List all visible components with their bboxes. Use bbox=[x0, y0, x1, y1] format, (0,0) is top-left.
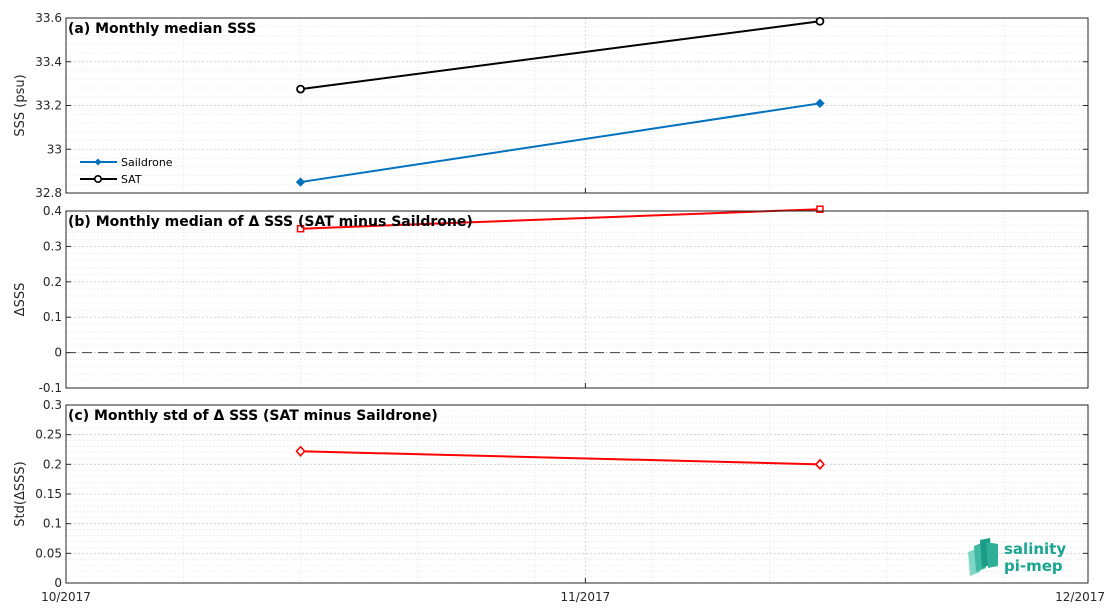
y-tick-label: 0.25 bbox=[35, 428, 62, 442]
data-point bbox=[296, 224, 305, 233]
panel-1: 32.8 33 33.2 33.4 33.6 (a) Monthly median SSS… bbox=[13, 11, 1089, 200]
data-point bbox=[815, 98, 825, 109]
series-line-sat bbox=[300, 20, 821, 91]
legend-marker bbox=[94, 175, 103, 184]
y-tick-label: -0.1 bbox=[39, 381, 62, 395]
data-point bbox=[814, 458, 826, 471]
x-axis: 10/2017 11/2017 12/2017 bbox=[41, 590, 1105, 604]
x-tick-label: 12/2017 bbox=[1055, 590, 1105, 604]
y-tick-label: 0 bbox=[54, 346, 62, 360]
y-tick-label: 0.3 bbox=[43, 398, 62, 412]
panel-title: (c) Monthly std of Δ SSS (SAT minus Sail… bbox=[68, 408, 438, 424]
series-line-2 bbox=[300, 208, 820, 230]
y-tick-label: 0.05 bbox=[35, 546, 62, 560]
legend-marker bbox=[94, 158, 102, 166]
salinity-pimep-logo: salinity pi-mep bbox=[968, 538, 1066, 576]
series-line-saildrone bbox=[300, 102, 821, 184]
y-tick-label: 0 bbox=[54, 576, 62, 590]
panel-title: (b) Monthly median of Δ SSS (SAT minus S… bbox=[68, 214, 473, 230]
series-line-3 bbox=[300, 450, 820, 466]
legend-label: SAT bbox=[121, 173, 142, 186]
y-tick-label: 0.2 bbox=[43, 457, 62, 471]
y-axis-label: ΔSSS bbox=[13, 283, 28, 317]
legend-label: Saildrone bbox=[121, 156, 173, 169]
data-point bbox=[295, 177, 306, 187]
data-point bbox=[295, 445, 306, 457]
y-tick-label: 0.4 bbox=[43, 204, 62, 218]
panel-3: 0 0.05 0.1 0.15 0.2 0.25 0.3 (c) Monthly std of… bbox=[13, 398, 1089, 590]
y-tick-label: 33 bbox=[47, 142, 62, 156]
data-point bbox=[815, 16, 825, 26]
data-point bbox=[816, 205, 824, 213]
y-tick-label: 0.1 bbox=[43, 310, 62, 324]
y-tick-label: 33.6 bbox=[35, 11, 62, 25]
logo-text-line1: salinity bbox=[1004, 540, 1066, 558]
data-point bbox=[296, 84, 305, 94]
plot-frame bbox=[65, 404, 1089, 584]
legend: Saildrone SAT bbox=[80, 156, 173, 186]
panel-2: -0.1 0 0.1 0.2 0.3 0.4 (b) Monthly median of Δ… bbox=[13, 204, 1089, 395]
plot-area bbox=[66, 211, 1088, 388]
panel-title: (a) Monthly median SSS bbox=[68, 21, 256, 37]
y-tick-label: 0.3 bbox=[43, 239, 62, 253]
x-tick-label: 11/2017 bbox=[560, 590, 610, 604]
y-axis-label: Std(ΔSSS) bbox=[13, 461, 28, 526]
y-axis-label: SSS (psu) bbox=[13, 74, 28, 136]
y-tick-label: 32.8 bbox=[35, 186, 62, 200]
y-tick-label: 0.1 bbox=[43, 517, 62, 531]
y-tick-label: 33.4 bbox=[35, 55, 62, 69]
y-tick-label: 0.15 bbox=[35, 487, 62, 501]
logo-text-line2: pi-mep bbox=[1004, 557, 1063, 575]
plot-frame bbox=[65, 17, 1089, 194]
y-tick-label: 0.2 bbox=[43, 275, 62, 289]
x-tick-label: 10/2017 bbox=[41, 590, 91, 604]
plot-frame bbox=[65, 210, 1089, 389]
y-tick-label: 33.2 bbox=[35, 99, 62, 113]
